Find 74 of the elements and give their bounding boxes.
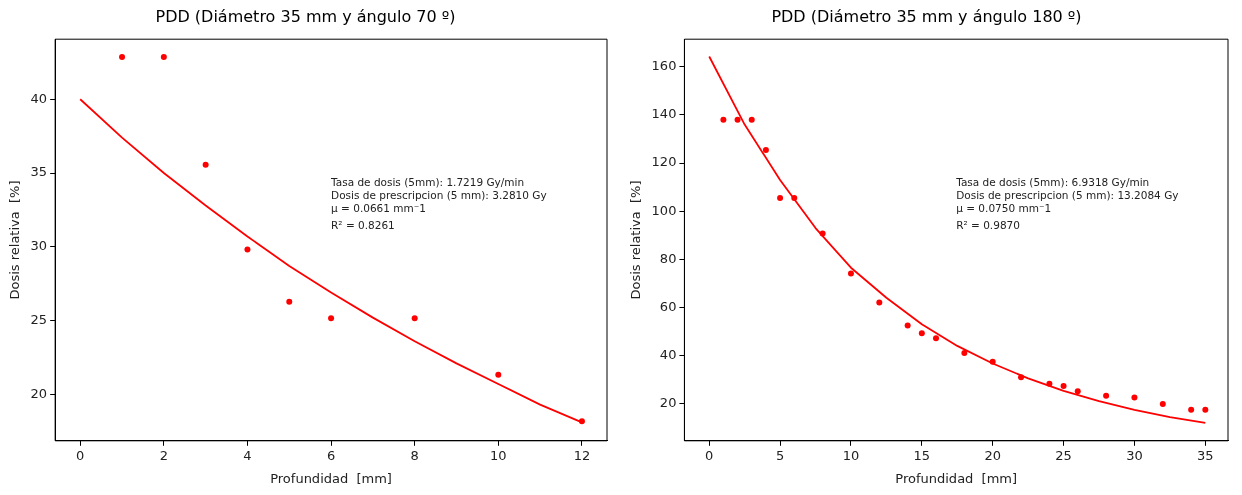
point [495, 371, 502, 378]
y-tick-label: 160 [651, 58, 677, 74]
point [904, 322, 911, 329]
y-tick-label: 80 [659, 250, 677, 266]
x-tick-label: 5 [775, 447, 785, 463]
annotation: μ = 0.0750 mm⁻1 [956, 201, 1052, 214]
x-tick-label: 20 [984, 447, 1001, 463]
x-tick-label: 2 [159, 447, 168, 463]
point [1060, 383, 1067, 390]
annotation: R² = 0.8261 [331, 218, 395, 231]
x-tick-label: 12 [573, 447, 591, 463]
annotation: Tasa de dosis (5mm): 1.7219 Gy/min [330, 175, 525, 188]
x-tick-label: 10 [490, 447, 507, 463]
x-tick-label: 35 [1197, 447, 1214, 463]
annotation: Dosis de prescripcion (5 mm): 3.2810 Gy [331, 188, 547, 201]
point [1046, 380, 1053, 387]
point [847, 270, 854, 277]
x-tick-label: 0 [76, 447, 85, 463]
y-axis-title: Dosis relativa [%] [628, 180, 644, 300]
point [578, 418, 585, 425]
point [1131, 394, 1138, 401]
x-tick-label: 0 [705, 447, 714, 463]
y-tick-label: 20 [659, 395, 677, 411]
point [933, 335, 940, 342]
y-tick-label: 140 [651, 106, 677, 122]
chart-title: PDD (Diámetro 35 mm y ángulo 70 º) [155, 6, 456, 26]
x-axis-title: Profundidad [mm] [270, 470, 392, 486]
x-tick-label: 15 [913, 447, 931, 463]
point [748, 116, 755, 123]
annotation: μ = 0.0661 mm⁻1 [331, 201, 426, 214]
x-tick-label: 4 [243, 447, 252, 463]
point [819, 230, 826, 237]
y-tick-label: 30 [30, 238, 48, 254]
point [411, 315, 418, 322]
y-tick-label: 120 [651, 154, 677, 170]
point [720, 116, 727, 123]
point [989, 358, 996, 365]
chart-title: PDD (Diámetro 35 mm y ángulo 180 º) [771, 6, 1082, 26]
point [734, 116, 741, 123]
point [762, 147, 769, 154]
y-tick-label: 40 [30, 90, 48, 106]
point [328, 315, 335, 322]
x-tick-label: 25 [1055, 447, 1072, 463]
point [1103, 392, 1110, 399]
point [918, 330, 925, 337]
point [202, 161, 209, 168]
x-axis-title: Profundidad [mm] [895, 470, 1018, 486]
point [1159, 401, 1166, 408]
point [286, 298, 293, 305]
point [244, 246, 251, 253]
x-tick-label: 8 [410, 447, 419, 463]
point [791, 194, 798, 201]
x-tick-label: 6 [326, 447, 336, 463]
point [119, 54, 126, 61]
annotation: Dosis de prescripcion (5 mm): 13.2084 Gy [956, 188, 1179, 201]
point [876, 299, 883, 306]
annotation: Tasa de dosis (5mm): 6.9318 Gy/min [955, 175, 1150, 188]
y-tick-label: 100 [651, 202, 677, 218]
y-tick-label: 35 [30, 164, 48, 180]
point [1018, 374, 1025, 381]
point [1188, 406, 1195, 413]
x-tick-label: 30 [1126, 447, 1143, 463]
y-axis-title: Dosis relativa [%] [7, 180, 23, 300]
point [1074, 388, 1081, 395]
point [1202, 406, 1209, 413]
point [160, 54, 167, 61]
point [961, 350, 968, 357]
y-tick-label: 60 [659, 298, 677, 314]
x-tick-label: 10 [842, 447, 860, 463]
y-tick-label: 40 [659, 346, 677, 362]
y-tick-label: 20 [30, 385, 48, 401]
annotation: R² = 0.9870 [956, 218, 1020, 231]
point [777, 194, 784, 201]
y-tick-label: 25 [30, 311, 48, 327]
